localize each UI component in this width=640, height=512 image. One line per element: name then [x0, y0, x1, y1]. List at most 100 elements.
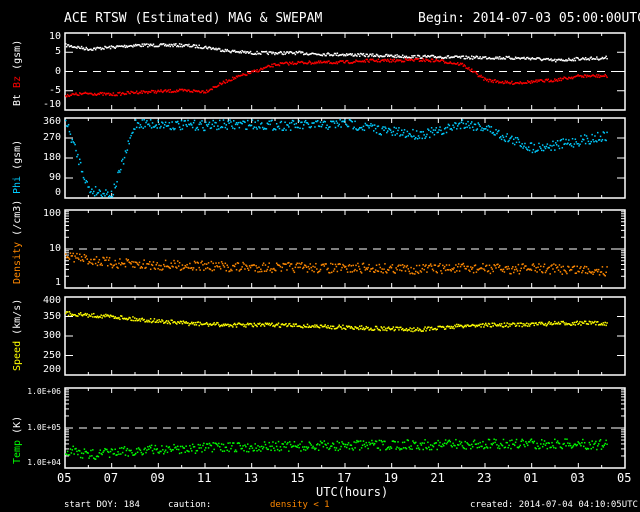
speed-point: [346, 326, 349, 328]
phi-point: [445, 131, 448, 134]
bt-point: [354, 53, 356, 56]
y-label-part: (km/s): [12, 298, 23, 335]
density-point: [268, 262, 270, 264]
phi-point: [499, 137, 501, 139]
speed-point: [188, 324, 190, 327]
density-point: [284, 263, 286, 265]
temp-point: [281, 443, 284, 445]
bt-point: [583, 58, 585, 60]
bz-point: [527, 81, 530, 83]
temp-point: [299, 443, 301, 445]
temp-point: [527, 441, 530, 443]
bt-point: [570, 59, 573, 62]
bz-point: [231, 79, 233, 82]
bt-point: [93, 47, 95, 50]
bt-point: [444, 56, 447, 59]
density-point: [459, 265, 462, 268]
speed-point: [300, 326, 302, 328]
temp-point: [164, 449, 167, 451]
speed-point: [356, 327, 358, 330]
phi-point: [72, 141, 74, 143]
phi-point: [65, 119, 67, 122]
bt-point: [190, 45, 192, 48]
temp-point: [427, 441, 429, 444]
bt-point: [347, 53, 350, 56]
bz-point: [240, 74, 242, 77]
bt-point: [306, 53, 309, 56]
bt-point: [406, 56, 409, 59]
bz-point: [68, 95, 71, 98]
bz-point: [356, 60, 358, 62]
speed-point: [331, 327, 333, 330]
phi-point: [538, 142, 540, 145]
phi-point: [279, 121, 282, 124]
speed-point: [421, 330, 424, 332]
speed-point: [278, 326, 281, 328]
bt-point: [558, 58, 561, 61]
bz-point: [404, 58, 407, 60]
speed-point: [468, 325, 470, 327]
phi-point: [319, 121, 322, 123]
density-point: [425, 264, 427, 266]
temp-point: [95, 455, 98, 458]
density-point: [264, 264, 267, 266]
speed-point: [249, 322, 252, 325]
bz-point: [310, 63, 312, 65]
temp-point: [245, 445, 247, 448]
bz-point: [382, 59, 384, 61]
temp-point: [174, 447, 176, 449]
speed-point: [293, 325, 296, 327]
density-point: [154, 268, 157, 270]
bz-point: [389, 58, 392, 61]
chart-title: ACE RTSW (Estimated) MAG & SWEPAM: [64, 11, 323, 26]
y-tick-label: -10: [42, 99, 61, 110]
bt-point: [302, 51, 304, 54]
bz-point: [233, 78, 235, 80]
speed-point: [597, 324, 600, 326]
speed-point: [282, 323, 284, 326]
speed-point: [120, 315, 122, 317]
phi-point: [579, 143, 581, 146]
temp-point: [328, 448, 330, 451]
phi-point: [314, 126, 316, 128]
temp-point: [100, 452, 102, 455]
phi-point: [102, 192, 104, 195]
temp-point: [606, 443, 608, 446]
speed-point: [181, 322, 184, 325]
bz-point: [138, 91, 141, 94]
temp-point: [523, 443, 525, 446]
phi-point: [215, 122, 217, 124]
speed-point: [117, 317, 119, 320]
bt-point: [295, 50, 298, 53]
temp-point: [261, 447, 264, 450]
density-point: [328, 271, 330, 274]
density-point: [427, 266, 429, 269]
density-point: [519, 269, 522, 272]
speed-point: [538, 321, 540, 324]
density-point: [552, 268, 554, 270]
temp-point: [430, 448, 433, 451]
bz-point: [360, 60, 363, 63]
speed-point: [205, 322, 207, 325]
density-point: [508, 267, 510, 270]
phi-point: [456, 128, 458, 130]
bt-point: [203, 47, 205, 49]
bz-point: [512, 83, 514, 85]
bt-point: [128, 45, 130, 47]
temp-point: [591, 440, 593, 442]
phi-point: [171, 121, 173, 123]
bt-point: [273, 52, 275, 54]
temp-point: [76, 450, 78, 453]
bt-point: [598, 58, 601, 61]
density-point: [503, 271, 506, 273]
bz-point: [557, 77, 560, 80]
temp-point: [191, 450, 193, 452]
bz-point: [173, 90, 175, 93]
speed-point: [270, 323, 272, 326]
density-point: [237, 262, 240, 265]
bt-point: [113, 46, 116, 49]
bt-point: [507, 56, 509, 58]
bt-point: [90, 48, 92, 50]
bt-point: [228, 50, 230, 52]
density-point: [480, 267, 482, 269]
